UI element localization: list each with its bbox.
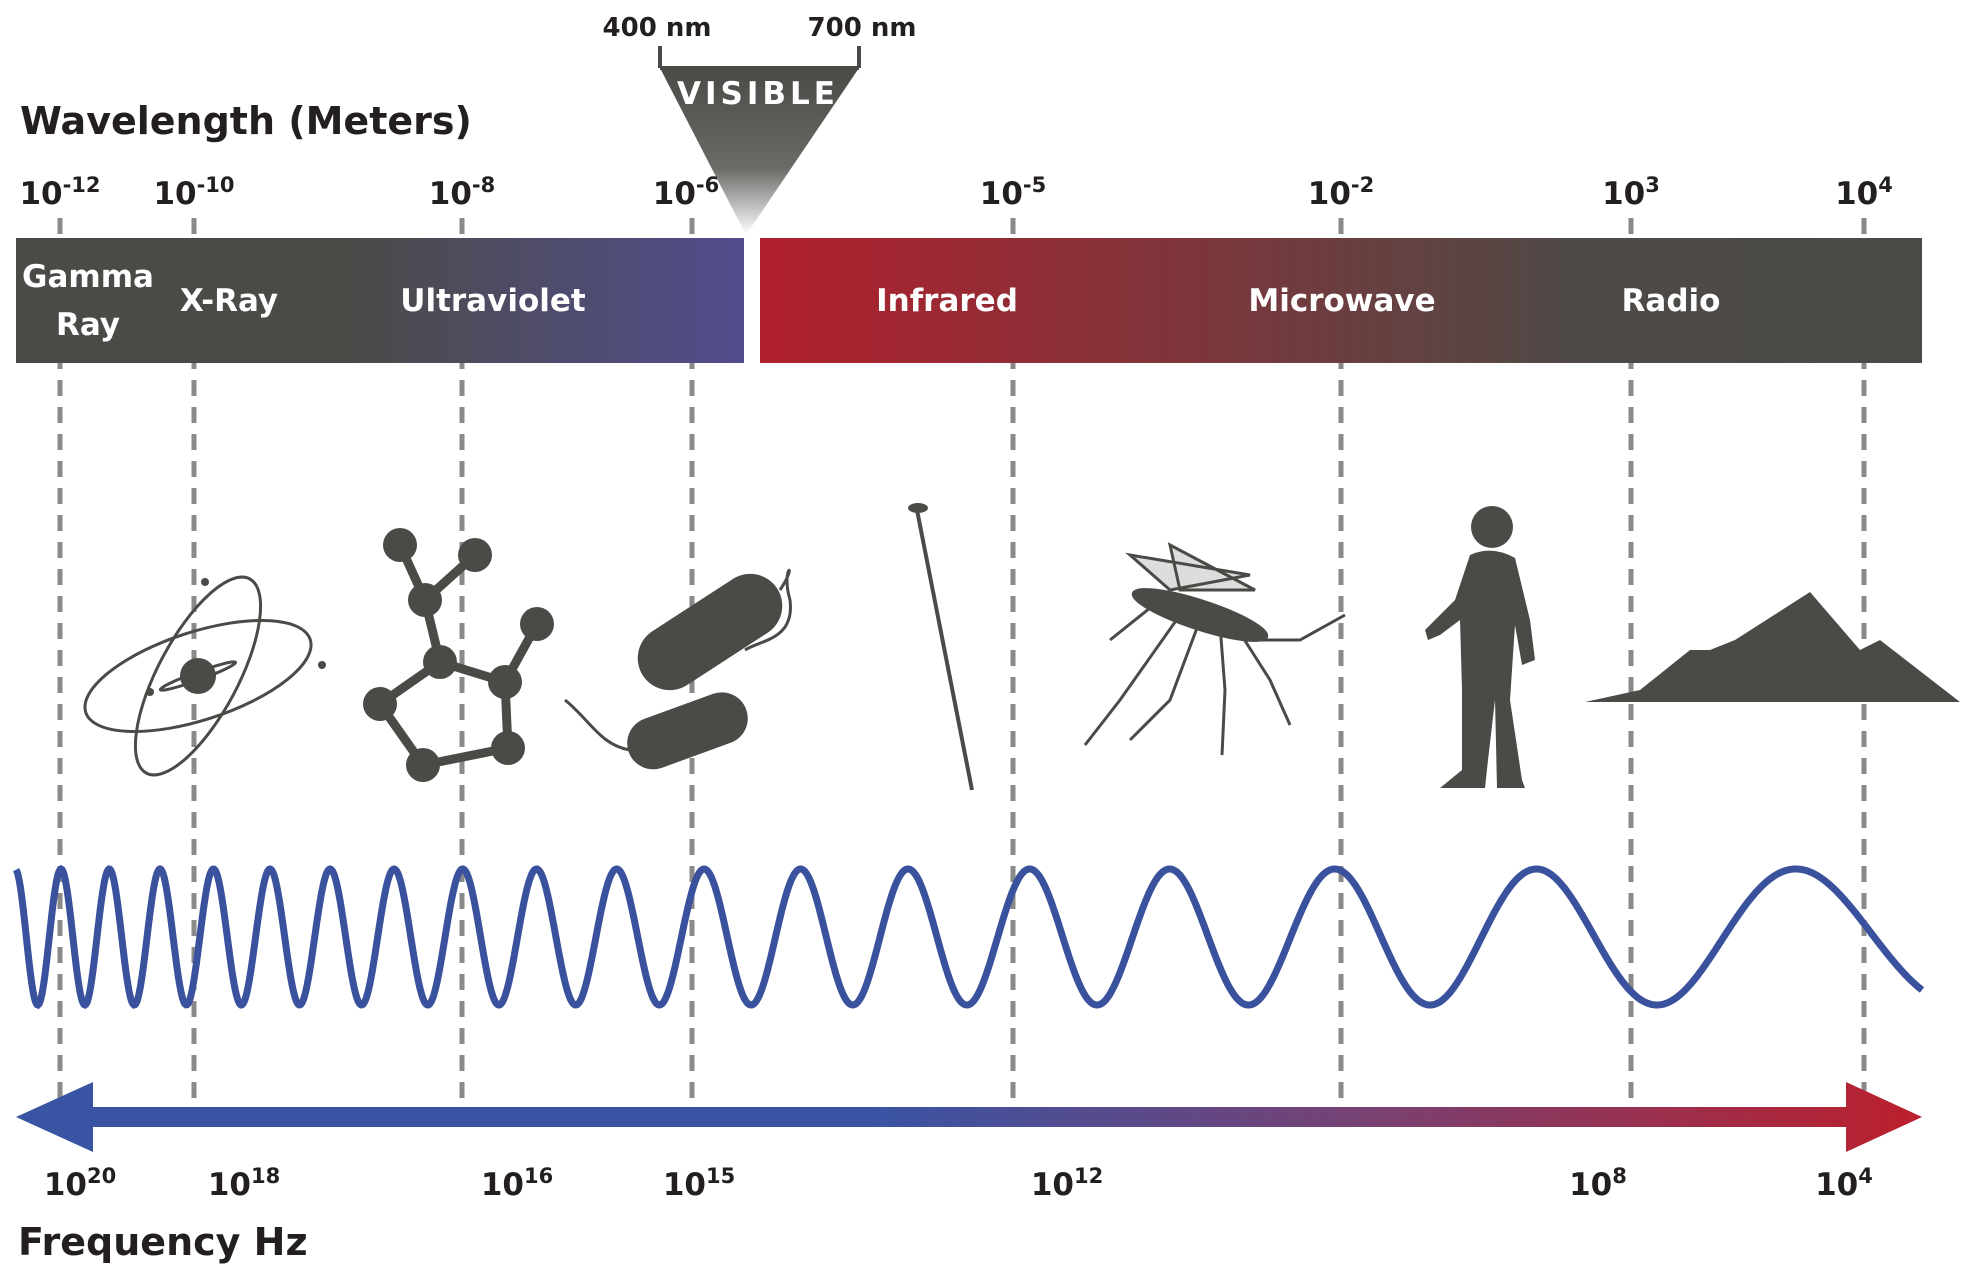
wavelength-tick: 103	[1602, 173, 1660, 212]
frequency-tick-exponent: 8	[1612, 1164, 1627, 1188]
wavelength-tick-exponent: 3	[1645, 173, 1660, 197]
wavelength-tick-exponent: -12	[63, 173, 101, 197]
band-label: Microwave	[1248, 283, 1435, 319]
frequency-tick-exponent: 18	[251, 1164, 280, 1188]
molecule-icon	[363, 528, 554, 782]
band-label: Ray	[56, 307, 120, 343]
frequency-tick-base: 10	[1031, 1167, 1074, 1203]
frequency-tick-base: 10	[44, 1167, 87, 1203]
wavelength-title: Wavelength (Meters)	[20, 99, 472, 143]
wavelength-tick-exponent: -2	[1351, 173, 1374, 197]
person-icon	[1425, 506, 1535, 788]
visible-bracket	[658, 46, 861, 70]
needle-icon	[908, 503, 974, 791]
band-label: Radio	[1622, 283, 1721, 319]
wavelength-tick: 104	[1835, 173, 1893, 212]
mountain-icon	[1585, 592, 1960, 702]
band-label: Ultraviolet	[400, 283, 586, 319]
frequency-tick-exponent: 15	[706, 1164, 735, 1188]
wavelength-tick: 10-2	[1308, 173, 1374, 212]
band-label: Infrared	[876, 283, 1018, 319]
wavelength-tick-exponent: 4	[1878, 173, 1893, 197]
wavelength-tick-base: 10	[153, 176, 196, 212]
frequency-tick-base: 10	[663, 1167, 706, 1203]
wavelength-tick-base: 10	[429, 176, 472, 212]
wavelength-tick-base: 10	[1308, 176, 1351, 212]
wavelength-tick-base: 10	[1602, 176, 1645, 212]
visible-label: VISIBLE	[677, 76, 839, 112]
frequency-tick-base: 10	[481, 1167, 524, 1203]
wavelength-tick-base: 10	[19, 176, 62, 212]
dashed-guides	[57, 218, 1867, 1098]
frequency-tick-exponent: 4	[1858, 1164, 1873, 1188]
visible-end: 700 nm	[808, 13, 917, 43]
frequency-tick: 1020	[44, 1164, 116, 1203]
bacteria-icon	[564, 568, 792, 770]
frequency-tick: 1015	[663, 1164, 735, 1203]
wavelength-tick-base: 10	[1835, 176, 1878, 212]
wavelength-tick-exponent: -8	[472, 173, 495, 197]
wavelength-tick: 10-10	[153, 173, 234, 212]
frequency-tick-base: 10	[1569, 1167, 1612, 1203]
frequency-arrow	[16, 1082, 1922, 1152]
frequency-tick-base: 10	[1815, 1167, 1858, 1203]
frequency-tick: 1016	[481, 1164, 553, 1203]
wavelength-tick: 10-8	[429, 173, 495, 212]
wavelength-tick-exponent: -6	[696, 173, 719, 197]
visible-start: 400 nm	[603, 13, 712, 43]
frequency-tick-exponent: 12	[1074, 1164, 1103, 1188]
frequency-tick-base: 10	[208, 1167, 251, 1203]
wavelength-tick-base: 10	[653, 176, 696, 212]
wavelength-tick: 10-5	[980, 173, 1046, 212]
band-label: X-Ray	[180, 283, 278, 319]
mosquito-icon	[1083, 542, 1346, 756]
short-wave-bar	[16, 238, 744, 363]
frequency-tick: 104	[1815, 1164, 1873, 1203]
frequency-title: Frequency Hz	[18, 1220, 308, 1264]
wavelength-tick: 10-6	[653, 173, 719, 212]
long-wave-bar	[760, 238, 1922, 363]
frequency-tick-exponent: 16	[524, 1164, 553, 1188]
wavelength-tick-base: 10	[980, 176, 1023, 212]
frequency-tick: 108	[1569, 1164, 1627, 1203]
wavelength-tick-exponent: -5	[1023, 173, 1046, 197]
wavelength-tick-exponent: -10	[197, 173, 235, 197]
band-label: Gamma	[22, 259, 154, 295]
atom-icon	[83, 575, 326, 777]
wavelength-tick: 10-12	[19, 173, 100, 212]
wave	[12, 864, 1925, 1010]
frequency-tick-exponent: 20	[87, 1164, 116, 1188]
frequency-tick: 1018	[208, 1164, 280, 1203]
frequency-tick: 1012	[1031, 1164, 1103, 1203]
visible-wedge	[660, 68, 859, 235]
